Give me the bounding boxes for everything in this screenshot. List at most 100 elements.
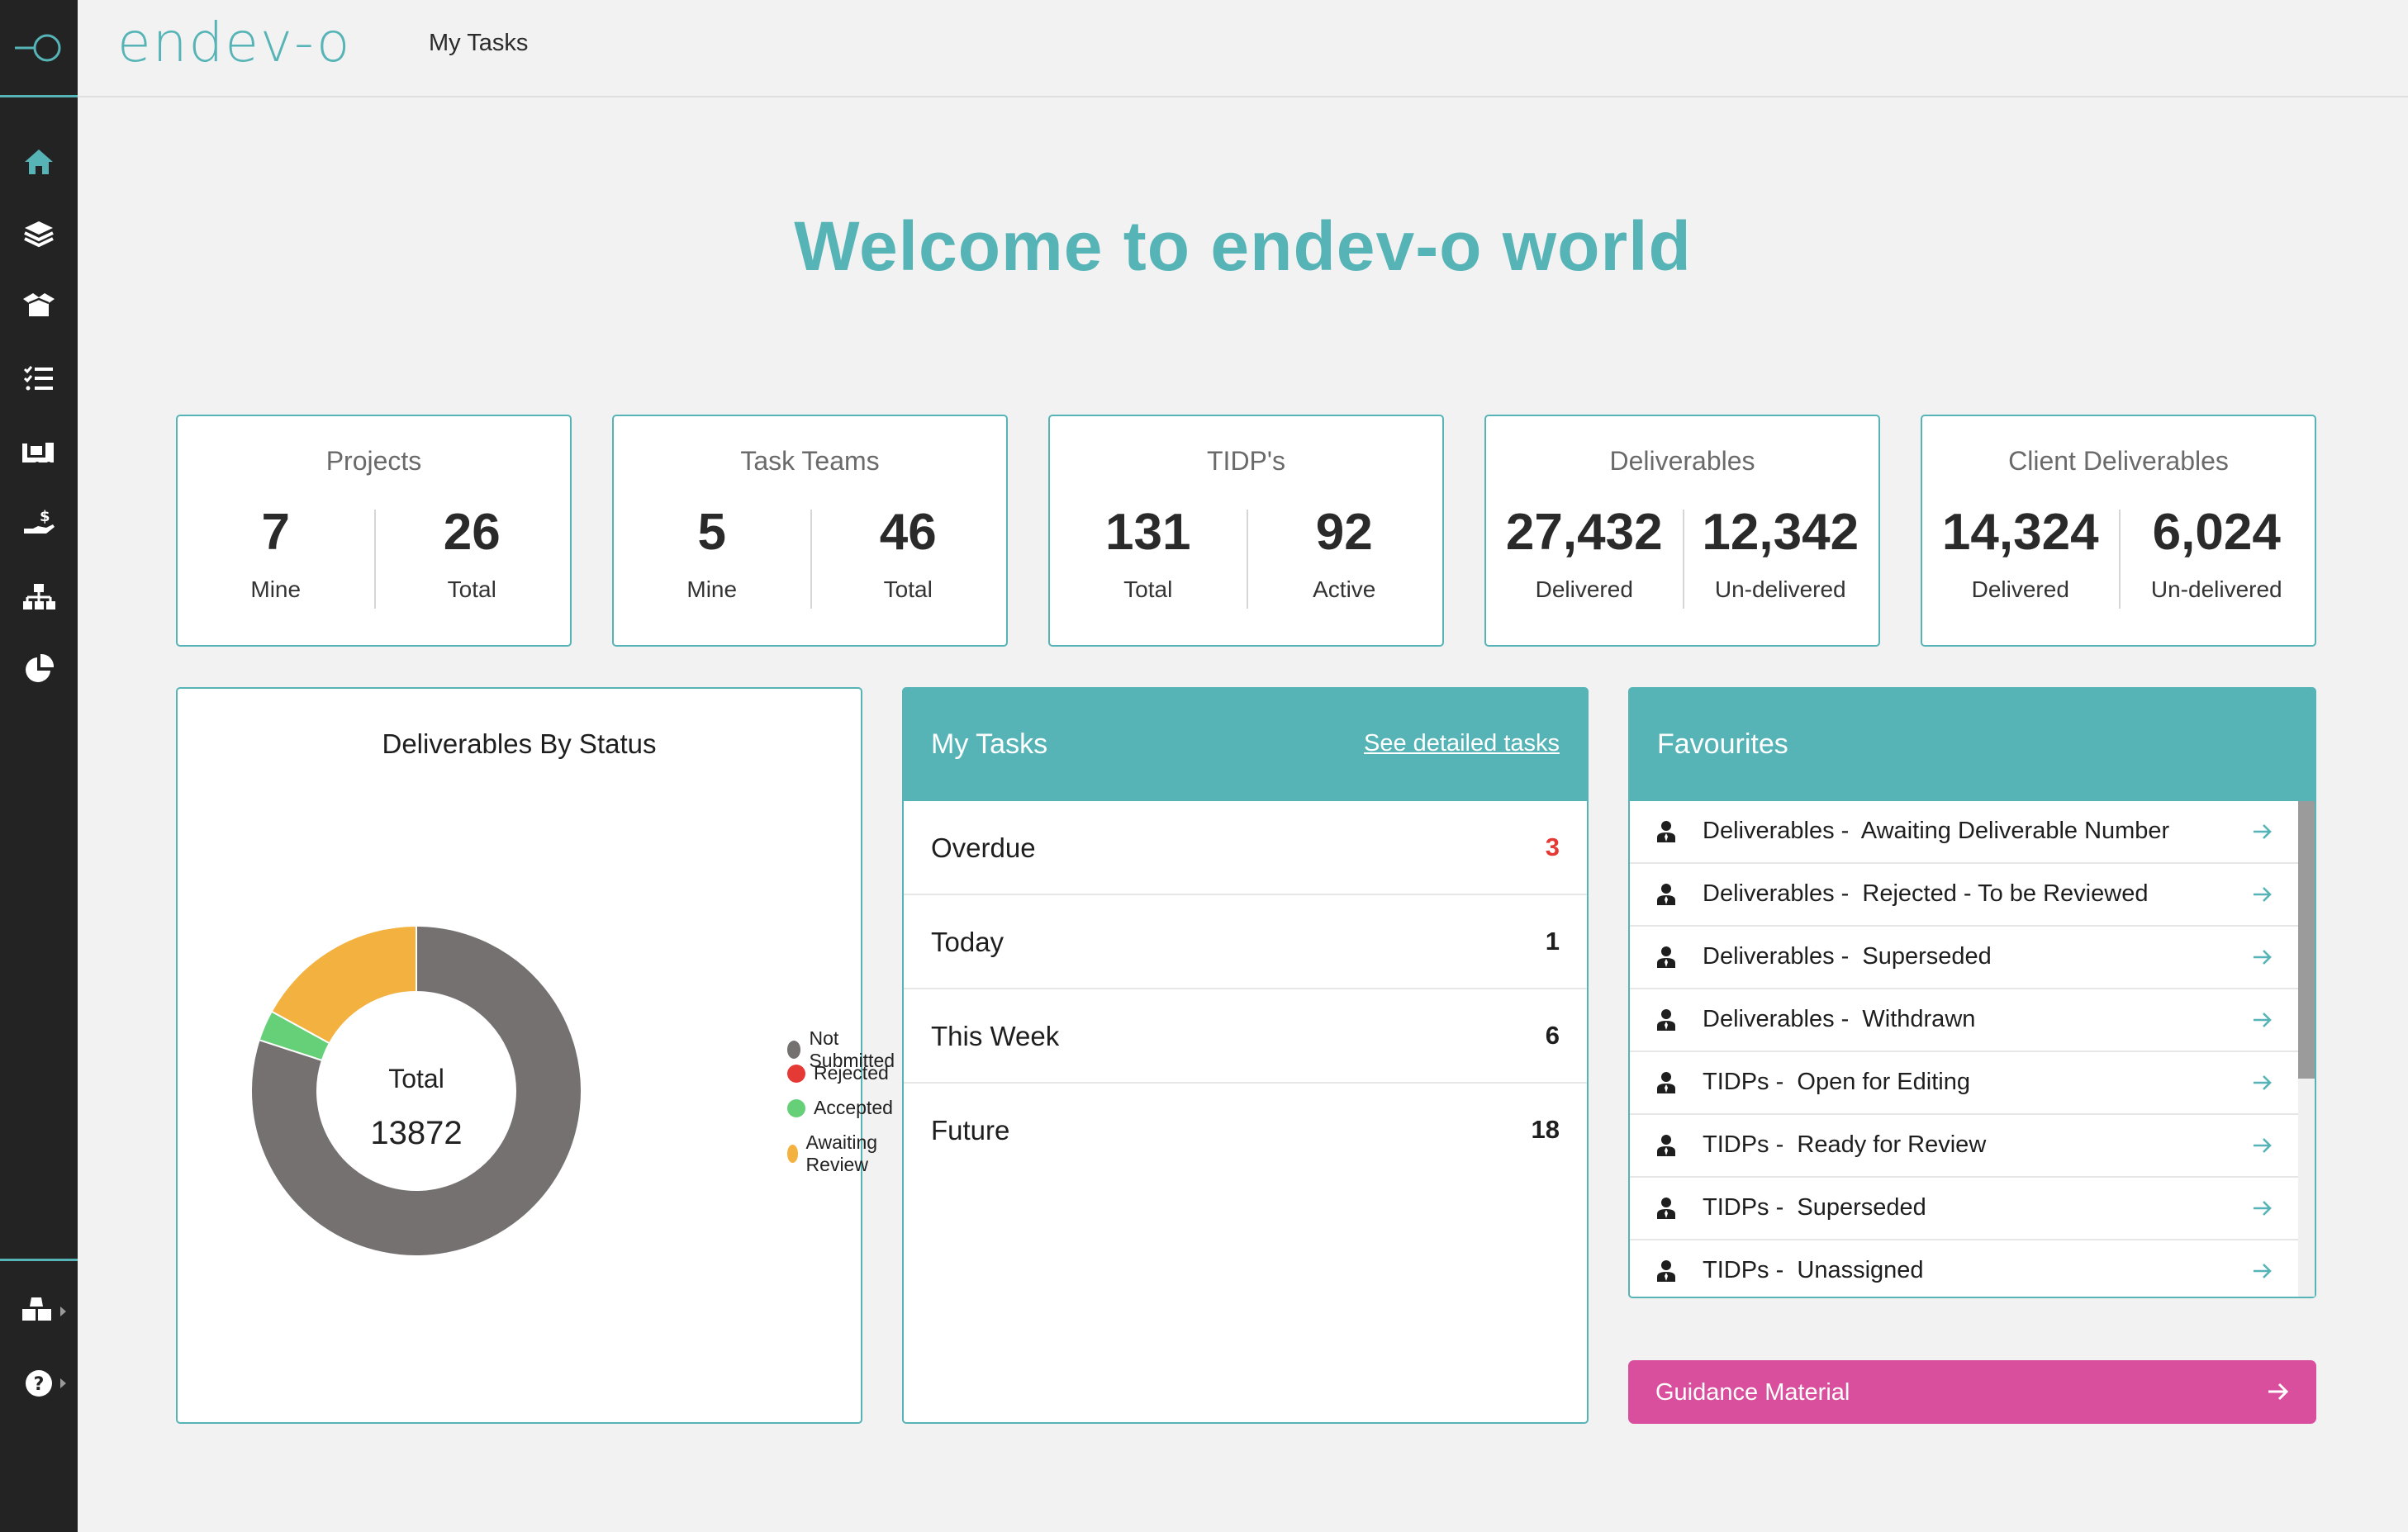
chevron-right-icon bbox=[60, 1378, 66, 1388]
favourite-label: TIDPs - Ready for Review bbox=[1703, 1131, 1987, 1158]
favourite-item[interactable]: Deliverables - Superseded bbox=[1630, 927, 2300, 989]
task-row-today[interactable]: Today 1 bbox=[904, 895, 1587, 989]
favourite-item[interactable]: Deliverables - Awaiting Deliverable Numb… bbox=[1630, 801, 2300, 864]
favourites-scrollbar[interactable] bbox=[2298, 801, 2315, 1297]
sidebar-item-help[interactable]: ? bbox=[0, 1359, 78, 1408]
legend-label: Rejected bbox=[814, 1062, 889, 1084]
sidebar-item-modules[interactable] bbox=[0, 1287, 78, 1336]
donut-slice-not-submitted[interactable] bbox=[250, 924, 582, 1257]
sidebar-item-home[interactable] bbox=[0, 137, 78, 187]
task-row-this-week[interactable]: This Week 6 bbox=[904, 989, 1587, 1084]
person-icon bbox=[1657, 946, 1675, 968]
donut-slice-awaiting-review[interactable] bbox=[270, 924, 417, 1045]
legend-swatch bbox=[787, 1098, 805, 1117]
task-count: 6 bbox=[1545, 1021, 1560, 1050]
stat-label: Total bbox=[1123, 576, 1173, 602]
sidebar-item-org[interactable] bbox=[0, 572, 78, 622]
legend-item[interactable]: Rejected bbox=[787, 1062, 889, 1084]
see-detailed-tasks-link[interactable]: See detailed tasks bbox=[1364, 730, 1560, 757]
stat-value: 5 bbox=[697, 504, 726, 561]
legend-label: Awaiting Review bbox=[805, 1131, 878, 1175]
favourite-item[interactable]: TIDPs - Ready for Review bbox=[1630, 1115, 2300, 1178]
stat-label: Un-delivered bbox=[2150, 576, 2282, 602]
svg-text:endev-o: endev-o bbox=[117, 18, 351, 74]
favourite-label: Deliverables - Superseded bbox=[1703, 943, 1992, 970]
my-tasks-panel: My Tasks See detailed tasks Overdue 3 To… bbox=[902, 687, 1589, 1424]
arrow-right-icon bbox=[2254, 824, 2272, 839]
task-label: Today bbox=[931, 927, 1005, 957]
page-title: My Tasks bbox=[429, 30, 529, 56]
task-row-future[interactable]: Future 18 bbox=[904, 1084, 1587, 1178]
legend-label: Not Submitted bbox=[809, 1027, 895, 1071]
favourite-item[interactable]: Deliverables - Withdrawn bbox=[1630, 989, 2300, 1052]
sidebar-item-box[interactable] bbox=[0, 281, 78, 330]
favourite-item[interactable]: TIDPs - Open for Editing bbox=[1630, 1052, 2300, 1115]
arrow-right-icon bbox=[2254, 1201, 2272, 1216]
task-row-overdue[interactable]: Overdue 3 bbox=[904, 801, 1587, 895]
sidebar-item-deliveries[interactable] bbox=[0, 427, 78, 477]
cubes-icon bbox=[22, 1297, 51, 1321]
arrow-right-icon bbox=[2268, 1383, 2289, 1401]
legend-item[interactable]: Accepted bbox=[787, 1097, 893, 1119]
my-tasks-header: My Tasks See detailed tasks bbox=[904, 689, 1587, 801]
sidebar-item-tasks[interactable] bbox=[0, 353, 78, 403]
stat-card-deliverables[interactable]: Deliverables 27,432 Delivered 12,342 Un-de… bbox=[1484, 415, 1880, 647]
sidebar-logo[interactable] bbox=[0, 0, 78, 97]
legend-item[interactable]: Not Submitted bbox=[787, 1027, 900, 1072]
stat-card-projects[interactable]: Projects 7 Mine 26 Total bbox=[176, 415, 572, 647]
chart-title: Deliverables By Status bbox=[382, 728, 657, 759]
arrow-right-icon bbox=[2254, 1264, 2272, 1278]
stat-label: Mine bbox=[250, 576, 302, 602]
my-tasks-title: My Tasks bbox=[931, 728, 1048, 760]
stat-value: 131 bbox=[1105, 504, 1191, 561]
svg-text:?: ? bbox=[34, 1374, 45, 1395]
favourite-label: Deliverables - Withdrawn bbox=[1703, 1006, 1976, 1032]
box-icon bbox=[23, 293, 55, 316]
sidebar-item-layers[interactable] bbox=[0, 209, 78, 258]
stat-label: Un-delivered bbox=[1714, 576, 1846, 602]
pie-chart-icon bbox=[26, 653, 55, 682]
sidebar-item-finance[interactable]: $ bbox=[0, 499, 78, 548]
legend-item[interactable]: Awaiting Review bbox=[787, 1131, 886, 1176]
person-icon bbox=[1657, 1198, 1675, 1219]
stat-card-task-teams[interactable]: Task Teams 5 Mine 46 Total bbox=[612, 415, 1008, 647]
donut-chart[interactable]: Total 13872 bbox=[243, 918, 590, 1264]
stat-card-tidps[interactable]: TIDP's 131 Total 92 Active bbox=[1048, 415, 1444, 647]
stat-card-client-deliverables[interactable]: Client Deliverables 14,324 Delivered 6,02… bbox=[1921, 415, 2316, 647]
stat-value: 6,024 bbox=[2152, 504, 2281, 561]
money-hand-icon: $ bbox=[24, 508, 55, 534]
person-icon bbox=[1657, 821, 1675, 842]
stat-value: 92 bbox=[1315, 504, 1373, 561]
deliverables-chart-panel: Deliverables By Status Total 13872 Not S… bbox=[176, 687, 895, 1424]
favourite-label: TIDPs - Open for Editing bbox=[1703, 1069, 1970, 1095]
stat-title: Client Deliverables bbox=[2008, 446, 2229, 476]
stat-divider bbox=[1246, 510, 1248, 609]
task-label: This Week bbox=[931, 1021, 1060, 1051]
arrow-right-icon bbox=[2254, 950, 2272, 965]
sidebar-item-reports[interactable] bbox=[0, 644, 78, 694]
stat-value: 7 bbox=[261, 504, 290, 561]
favourite-label: Deliverables - Rejected - To be Reviewed bbox=[1703, 880, 2149, 907]
scrollbar-thumb[interactable] bbox=[2298, 801, 2315, 1079]
favourite-item[interactable]: TIDPs - Unassigned bbox=[1630, 1240, 2300, 1297]
guidance-material-button[interactable]: Guidance Material bbox=[1628, 1360, 2316, 1424]
stat-divider bbox=[810, 510, 812, 609]
donut-center-value: 13872 bbox=[370, 1115, 462, 1151]
sidebar-divider bbox=[0, 1259, 78, 1261]
stat-divider bbox=[373, 510, 376, 609]
legend-swatch bbox=[787, 1145, 798, 1163]
favourite-label: TIDPs - Superseded bbox=[1703, 1194, 1926, 1221]
stat-divider bbox=[2118, 510, 2121, 609]
svg-text:$: $ bbox=[40, 508, 50, 525]
favourites-header: Favourites bbox=[1630, 689, 2315, 801]
legend-swatch bbox=[787, 1041, 801, 1059]
favourites-list[interactable]: Deliverables - Awaiting Deliverable Numb… bbox=[1630, 801, 2315, 1297]
logo-mark-icon bbox=[15, 34, 61, 61]
favourite-item[interactable]: Deliverables - Rejected - To be Reviewed bbox=[1630, 864, 2300, 927]
favourite-item[interactable]: TIDPs - Superseded bbox=[1630, 1178, 2300, 1240]
brand-logo[interactable]: endev-o bbox=[117, 11, 365, 80]
favourites-panel: Favourites Deliverables - Awaiting Deliv… bbox=[1628, 687, 2316, 1298]
favourite-label: TIDPs - Unassigned bbox=[1703, 1257, 1924, 1283]
person-icon bbox=[1657, 1135, 1675, 1156]
arrow-right-icon bbox=[2254, 887, 2272, 902]
